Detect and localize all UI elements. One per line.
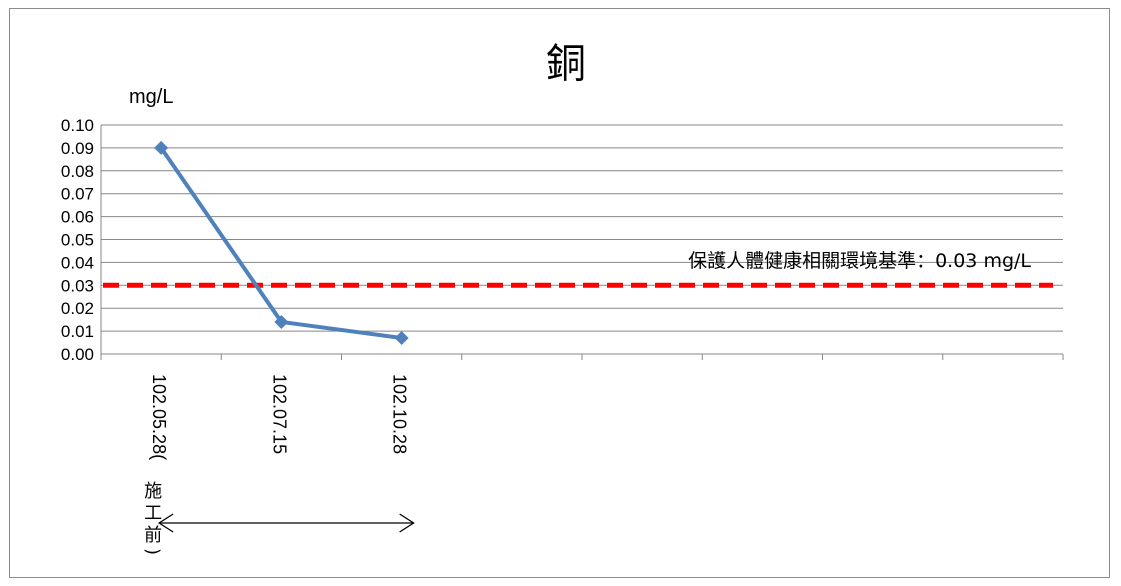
arrow-head-left: [157, 513, 174, 533]
y-tick-label: 0.08: [61, 162, 94, 181]
annotation-char: 施: [144, 481, 162, 502]
series-group: [154, 140, 409, 345]
data-point: [154, 140, 169, 155]
annotation-char: 工: [144, 503, 162, 524]
axes: [100, 125, 1064, 360]
pre-construction-annotation: 施工前): [142, 481, 415, 555]
arrow-head-right: [399, 513, 415, 533]
y-tick-label: 0.01: [61, 322, 94, 341]
y-tick-label: 0.07: [61, 185, 94, 204]
data-point: [394, 330, 409, 345]
y-tick-labels: 0.10 0.09 0.08 0.07 0.06 0.05 0.04 0.03 0.02 0.01…: [61, 116, 94, 364]
chart-title: 銅: [546, 41, 586, 87]
y-tick-label: 0.04: [61, 253, 94, 272]
y-tick-label: 0.00: [61, 345, 94, 364]
x-tick-label: 102.10.28: [390, 374, 410, 454]
y-axis-unit-label: mg/L: [129, 86, 173, 108]
chart-svg: 銅 mg/L 0.100.090.080.070.060.050.040.030…: [61, 41, 1064, 555]
data-point: [274, 314, 289, 329]
x-tick-labels: 102.05.28( 102.07.15 102.10.28: [149, 374, 410, 460]
x-tick-label: 102.07.15: [269, 374, 289, 454]
annotation-char: ): [142, 548, 163, 555]
y-tick-label: 0.10: [61, 116, 94, 135]
annotation-char: 前: [144, 525, 162, 546]
y-tick-label: 0.09: [61, 139, 94, 158]
y-tick-label: 0.02: [61, 299, 94, 318]
chart-frame: 銅 mg/L 0.10 0.09 0.08 0.07 0.06 0.05 0.04 0.03 0…: [9, 8, 1110, 578]
series-line: [159, 146, 402, 340]
y-tick-label: 0.05: [61, 231, 94, 250]
y-tick-label: 0.06: [61, 208, 94, 227]
reference-line-label: 保護人體健康相關環境基準：0.03 mg/L: [688, 250, 1031, 272]
gridlines: [101, 124, 1063, 332]
x-tick-label: 102.05.28(: [149, 374, 169, 460]
y-tick-label: 0.03: [61, 276, 94, 295]
